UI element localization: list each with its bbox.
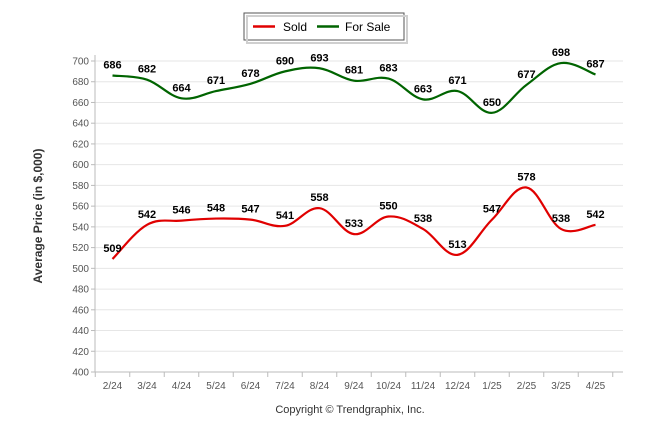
x-tick-label: 9/24 [344, 381, 364, 392]
x-tick-label: 4/24 [172, 381, 192, 392]
sold-legend-label: Sold [283, 20, 307, 34]
sold-data-label: 546 [172, 205, 190, 217]
sold-data-label: 547 [241, 204, 259, 216]
sold-data-label: 542 [138, 209, 156, 221]
axes: 400 420 440 460 480 500 520 540 560 580 600 620 640 6… [72, 55, 623, 392]
sold-data-label: 547 [483, 204, 501, 216]
y-tick-label: 620 [72, 139, 89, 150]
data-labels: 509 542 546 548 547 541 558 533 550 538 513 547 578 5… [103, 47, 604, 255]
sold-series-line [111, 186, 596, 260]
x-tick-label: 4/25 [586, 381, 606, 392]
for-sale-data-label: 671 [448, 75, 466, 87]
for-sale-data-label: 698 [552, 47, 570, 59]
x-tick-label: 6/24 [241, 381, 261, 392]
for-sale-data-label: 671 [207, 75, 225, 87]
for-sale-data-label: 664 [172, 82, 191, 94]
x-tick-label: 11/24 [411, 381, 436, 392]
y-tick-label: 480 [72, 285, 89, 296]
x-tick-label: 5/24 [206, 381, 226, 392]
x-tick-label: 2/25 [517, 381, 537, 392]
for-sale-data-label: 693 [310, 52, 328, 64]
y-tick-label: 540 [72, 222, 89, 233]
y-tick-label: 680 [72, 77, 89, 88]
y-tick-label: 460 [72, 305, 89, 316]
y-tick-label: 520 [72, 243, 89, 254]
y-tick-label: 700 [72, 57, 89, 68]
sold-data-label: 558 [310, 192, 328, 204]
x-tick-label: 8/24 [310, 381, 330, 392]
y-axis-title: Average Price (in $,000) [31, 149, 45, 284]
sold-data-label: 542 [586, 209, 604, 221]
y-tick-label: 660 [72, 98, 89, 109]
x-tick-label: 3/25 [551, 381, 571, 392]
for-sale-data-label: 683 [379, 63, 397, 75]
x-tick-label: 3/24 [137, 381, 157, 392]
sold-data-label: 538 [552, 213, 570, 225]
sold-data-label: 513 [448, 239, 466, 251]
for-sale-data-label: 681 [345, 65, 363, 77]
sold-data-label: 548 [207, 203, 225, 215]
grid-lines [95, 60, 623, 373]
x-tick-label: 10/24 [376, 381, 401, 392]
series [111, 61, 596, 260]
for-sale-data-label: 650 [483, 97, 501, 109]
y-tick-label: 560 [72, 202, 89, 213]
y-tick-label: 640 [72, 119, 89, 130]
y-tick-label: 600 [72, 160, 89, 171]
for-sale-data-label: 677 [517, 69, 535, 81]
x-tick-label: 7/24 [275, 381, 295, 392]
x-tick-label: 12/24 [445, 381, 470, 392]
for-sale-data-label: 678 [241, 68, 259, 80]
y-tick-label: 400 [72, 368, 89, 379]
sold-data-label: 509 [103, 243, 121, 255]
y-tick-label: 580 [72, 181, 89, 192]
y-tick-label: 500 [72, 264, 89, 275]
x-tick-label: 2/24 [103, 381, 123, 392]
copyright-text: Copyright © Trendgraphix, Inc. [275, 404, 424, 416]
sold-data-label: 541 [276, 210, 294, 222]
for-sale-series-line [112, 61, 596, 114]
for-sale-data-label: 686 [103, 60, 121, 72]
legend: Sold For Sale [243, 12, 408, 44]
for-sale-data-label: 687 [586, 58, 604, 70]
y-tick-label: 420 [72, 347, 89, 358]
for-sale-legend-label: For Sale [345, 20, 391, 34]
legend-shadow [246, 15, 408, 44]
sold-data-label: 533 [345, 218, 363, 230]
x-tick-label: 1/25 [482, 381, 502, 392]
for-sale-data-label: 690 [276, 55, 294, 67]
sold-data-label: 550 [379, 201, 397, 213]
for-sale-data-label: 682 [138, 64, 156, 76]
sold-data-label: 578 [517, 171, 535, 183]
for-sale-data-label: 663 [414, 83, 432, 95]
sold-data-label: 538 [414, 213, 432, 225]
y-tick-label: 440 [72, 326, 89, 337]
